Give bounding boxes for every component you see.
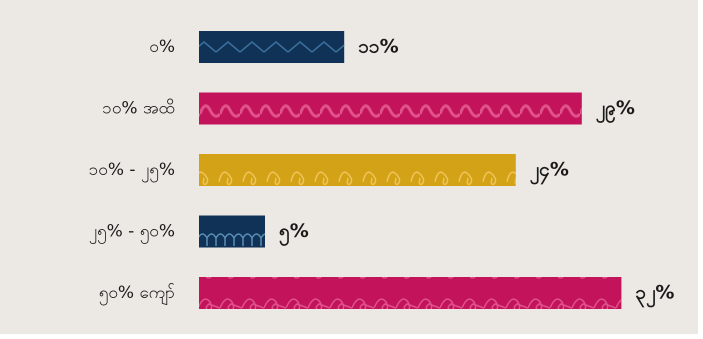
value-label: ၁၁% [358,36,398,58]
category-label: ၁၀% - ၂၅% [89,160,175,183]
category-label: ၂၅% - ၅၀% [89,222,175,245]
category-label: ၀% [149,37,175,57]
category-label: ၅၀% ကျော် [99,283,175,306]
bar-pattern [199,31,345,63]
bar-pattern [199,154,516,186]
bar-pattern [199,277,622,309]
category-label: ၁၀% အထိ [102,99,175,119]
bar-pattern [199,92,582,125]
bar-pattern [199,215,265,248]
